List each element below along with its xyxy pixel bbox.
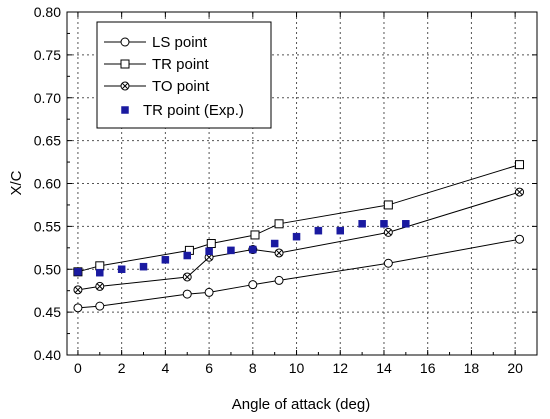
data-point	[274, 219, 284, 229]
data-point	[380, 220, 388, 228]
y-tick-label: 0.40	[34, 347, 61, 363]
marker-cross	[205, 254, 213, 261]
marker-cross	[275, 249, 283, 257]
y-tick-label: 0.55	[34, 218, 61, 234]
data-point	[270, 239, 279, 248]
data-point	[183, 251, 191, 260]
data-point	[383, 200, 393, 210]
data-point	[95, 261, 105, 271]
data-point	[314, 226, 323, 235]
x-tick-label: 2	[118, 360, 126, 376]
legend-item: TO point	[104, 78, 210, 95]
series-ls-point	[73, 234, 525, 313]
data-point	[96, 268, 104, 277]
legend-marker	[120, 81, 130, 91]
data-point	[248, 280, 258, 290]
x-tick-label: 18	[464, 360, 480, 376]
data-point	[206, 239, 216, 249]
legend: LS point TR point TO point TR point (Exp.)	[96, 21, 272, 129]
marker-cross	[121, 82, 129, 90]
x-tick-label: 4	[161, 360, 169, 376]
data-point	[358, 220, 366, 228]
series-line	[77, 238, 520, 309]
data-point	[402, 220, 410, 228]
y-tick-label: 0.80	[34, 4, 61, 20]
y-axis-label: X/C	[8, 170, 25, 195]
data-point	[274, 275, 284, 285]
legend-label: TO point	[152, 78, 210, 95]
x-tick-label: 16	[420, 360, 436, 376]
y-tick-label: 0.50	[34, 261, 61, 277]
axis-ticks: 0 2 4 6 8 10 12 14 16 18 20 0.40 0.45 0.50 0.55 0.60 0.6…	[34, 4, 538, 376]
x-tick-label: 8	[249, 360, 257, 376]
data-point	[95, 301, 105, 311]
data-point	[139, 262, 148, 271]
data-point	[249, 245, 257, 254]
x-tick-label: 6	[205, 360, 213, 376]
marker-cross	[516, 188, 523, 196]
data-series	[73, 160, 525, 313]
data-point	[383, 227, 393, 237]
data-point	[292, 232, 301, 241]
x-tick-label: 10	[289, 360, 305, 376]
legend-item: TR point (Exp.)	[121, 102, 244, 119]
series-to-point	[73, 187, 525, 295]
marker-cross	[74, 286, 82, 294]
marker-cross	[385, 229, 392, 236]
data-point	[383, 258, 393, 268]
series-line	[77, 164, 520, 273]
data-point	[336, 226, 345, 235]
x-axis-label: Angle of attack (deg)	[232, 396, 370, 413]
y-tick-label: 0.60	[34, 176, 61, 192]
series-tr-point-exp	[74, 220, 410, 277]
x-tick-label: 0	[74, 360, 82, 376]
data-point	[182, 289, 192, 299]
data-point	[250, 230, 260, 240]
legend-item: LS point	[104, 34, 208, 51]
y-tick-label: 0.45	[34, 304, 61, 320]
data-point	[73, 285, 83, 295]
legend-label: TR point (Exp.)	[143, 102, 244, 119]
data-point	[73, 303, 83, 313]
marker-cross	[183, 273, 191, 281]
series-line	[77, 191, 520, 291]
marker-cross	[96, 283, 104, 290]
data-point	[117, 265, 126, 273]
data-point	[274, 248, 284, 258]
data-point	[182, 272, 192, 282]
data-point	[515, 187, 525, 197]
data-point	[205, 247, 213, 255]
data-point	[515, 160, 525, 170]
x-tick-label: 14	[376, 360, 392, 376]
y-tick-label: 0.75	[34, 47, 61, 63]
data-point	[204, 287, 214, 297]
data-point	[515, 234, 525, 244]
x-tick-label: 20	[507, 360, 523, 376]
y-tick-label: 0.70	[34, 90, 61, 106]
y-tick-label: 0.65	[34, 133, 61, 149]
legend-marker	[121, 106, 129, 114]
legend-item: TR point	[104, 56, 210, 73]
series-tr-point	[73, 160, 525, 277]
legend-label: TR point	[152, 56, 210, 73]
legend-marker	[120, 59, 130, 69]
data-point	[227, 246, 235, 255]
legend-marker	[120, 37, 130, 47]
data-point	[74, 268, 82, 276]
legend-label: LS point	[152, 34, 208, 51]
data-point	[161, 256, 170, 264]
x-tick-label: 12	[332, 360, 348, 376]
data-point	[95, 281, 105, 291]
